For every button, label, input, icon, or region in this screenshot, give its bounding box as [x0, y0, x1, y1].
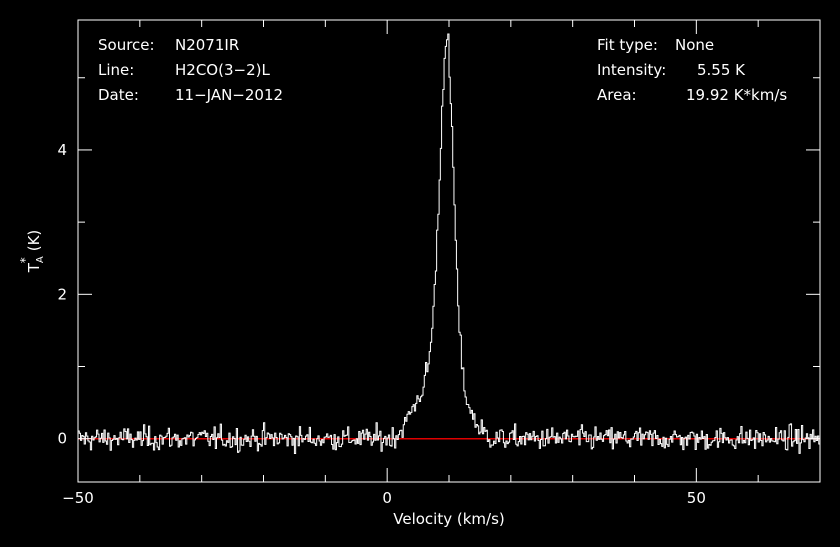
spectrum-layer — [78, 33, 820, 454]
x-tick-label: 50 — [687, 489, 706, 507]
info-date-key: Date: — [98, 86, 139, 104]
info-fittype-key: Fit type: — [597, 36, 658, 54]
x-tick-label: 0 — [382, 489, 392, 507]
y-axis-label-unit: (K) — [25, 230, 43, 252]
info-area-value: 19.92 K*km/s — [686, 86, 787, 104]
y-axis-label-main: T — [25, 262, 43, 273]
tick-labels: −50 0 50 0 2 4 — [57, 141, 705, 507]
y-tick-label: 4 — [57, 141, 67, 159]
x-tick-label: −50 — [62, 489, 94, 507]
info-panel-left: Source: N2071IR Line: H2CO(3−2)L Date: 1… — [98, 36, 283, 104]
spectrum-line — [78, 33, 820, 454]
info-date-value: 11−JAN−2012 — [175, 86, 283, 104]
y-tick-label: 2 — [57, 285, 67, 303]
info-panel-right: Fit type: None Intensity: 5.55 K Area: 1… — [597, 36, 787, 104]
y-tick-label: 0 — [57, 430, 67, 448]
x-axis-label: Velocity (km/s) — [393, 510, 504, 528]
info-intensity-key: Intensity: — [597, 61, 666, 79]
y-axis-label-sub: A — [35, 256, 46, 263]
info-fittype-value: None — [675, 36, 714, 54]
info-area-key: Area: — [597, 86, 637, 104]
y-axis-label-text: TA* (K) — [18, 230, 46, 274]
tick-marks — [77, 20, 821, 482]
info-source-key: Source: — [98, 36, 155, 54]
y-axis-label-sup: * — [18, 257, 32, 263]
y-axis-label: TA* (K) — [18, 230, 46, 274]
info-line-value: H2CO(3−2)L — [175, 61, 270, 79]
info-line-key: Line: — [98, 61, 134, 79]
info-source-value: N2071IR — [175, 36, 239, 54]
info-intensity-value: 5.55 K — [697, 61, 746, 79]
